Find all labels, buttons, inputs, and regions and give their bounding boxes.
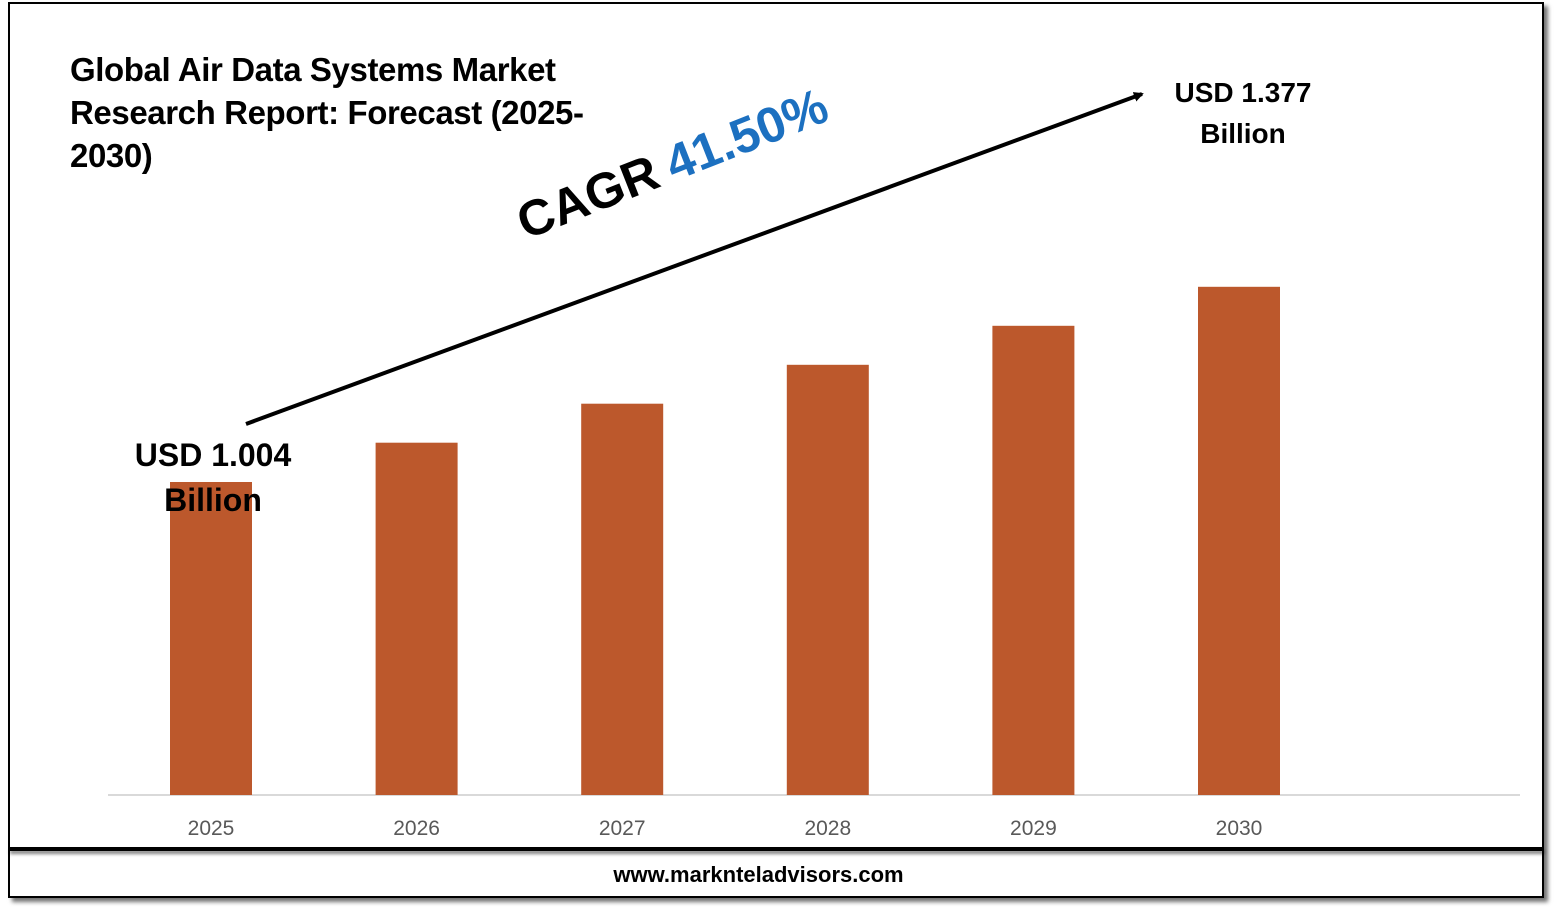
tick-label-2025: 2025 — [188, 817, 235, 840]
bar-2030 — [1198, 286, 1280, 795]
start-value-line2: Billion — [164, 482, 262, 518]
start-value-line1: USD 1.004 — [134, 437, 292, 473]
tick-labels-group: 2025 2026 2027 2028 2029 2030 — [188, 817, 1263, 840]
bar-2028 — [786, 364, 869, 795]
bar-2026 — [375, 442, 458, 795]
end-value-line2: Billion — [1200, 118, 1286, 149]
chart-title: Global Air Data Systems Market Research … — [70, 51, 584, 174]
start-value-callout: USD 1.004 Billion — [110, 433, 316, 523]
trend-arrow — [245, 92, 1144, 426]
footer-url: www.marknteladvisors.com — [613, 862, 904, 887]
bar-2025 — [170, 482, 252, 795]
bars-group — [170, 286, 1280, 795]
tick-label-2030: 2030 — [1216, 817, 1263, 840]
tick-label-2026: 2026 — [393, 817, 440, 840]
bar-2027 — [581, 403, 664, 795]
tick-label-2027: 2027 — [599, 817, 646, 840]
tick-label-2028: 2028 — [804, 817, 851, 840]
end-value-line1: USD 1.377 — [1174, 77, 1312, 108]
tick-label-2029: 2029 — [1010, 817, 1057, 840]
footer-divider — [10, 847, 1544, 851]
end-value-callout: USD 1.377 Billion — [1140, 72, 1346, 154]
chart-frame — [8, 2, 1544, 898]
bar-2029 — [992, 325, 1075, 795]
